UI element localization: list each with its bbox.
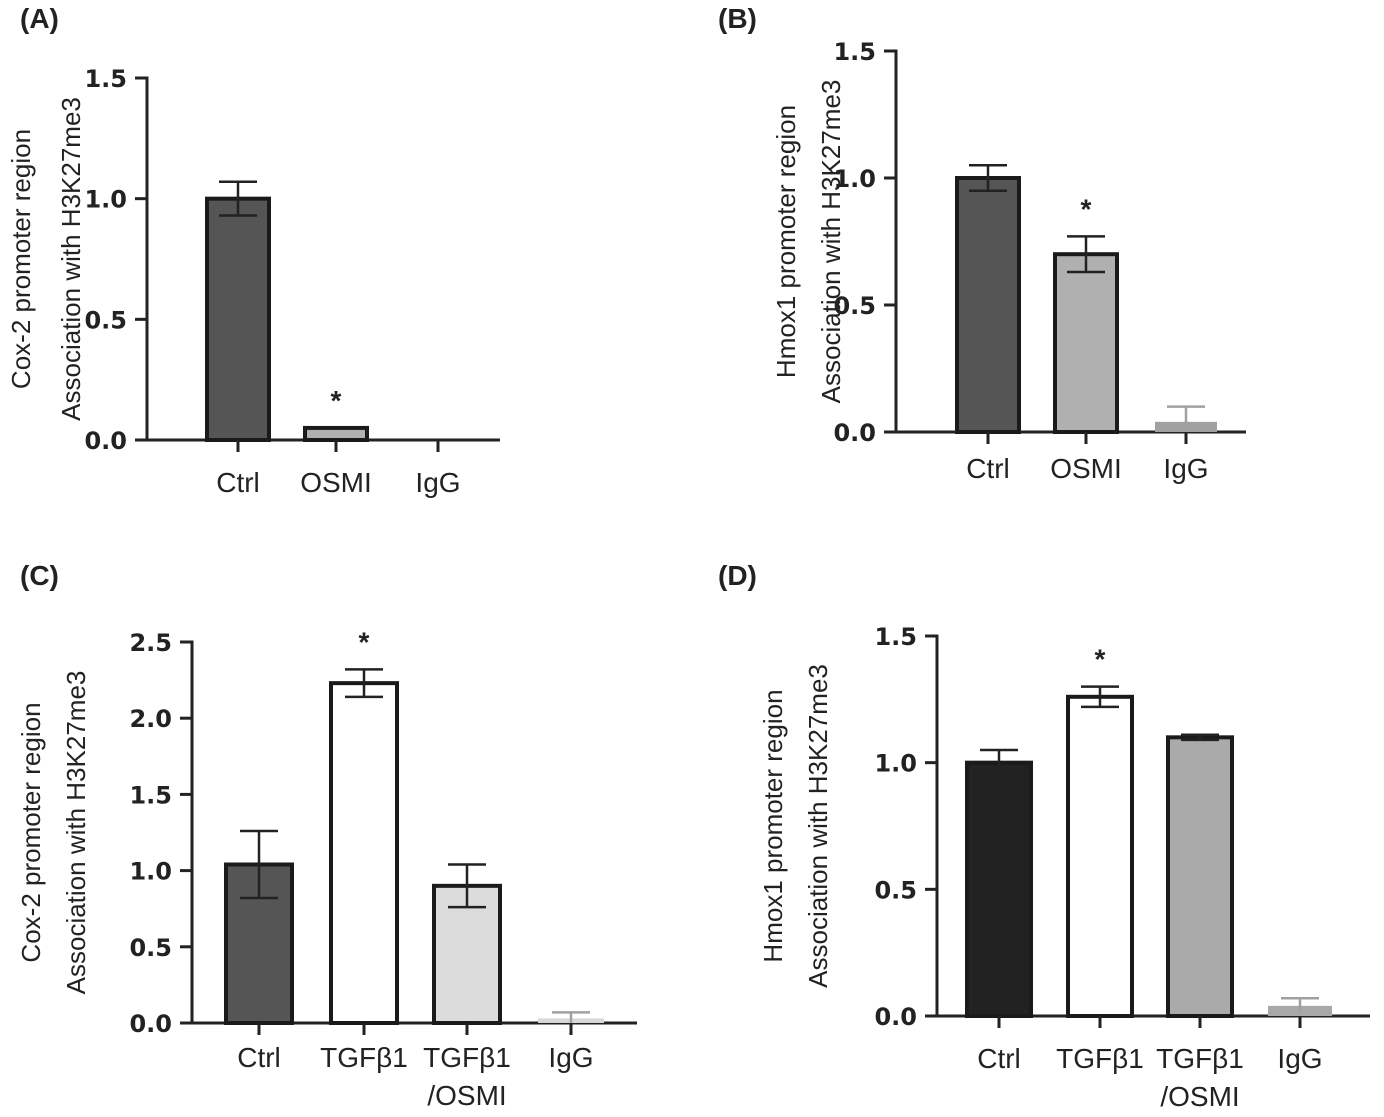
panel-label: (B) bbox=[718, 3, 757, 34]
y-tick-label: 0.5 bbox=[833, 292, 876, 320]
x-tick-label: Ctrl bbox=[237, 1042, 281, 1073]
y-axis-label: Association with H3K27me3 bbox=[61, 671, 91, 995]
chart-panel-c: (C) Cox-2 promoter region Association with… bbox=[16, 560, 637, 1111]
y-tick-label: 1.5 bbox=[129, 781, 172, 809]
panel-label: (D) bbox=[718, 560, 757, 591]
bar bbox=[224, 862, 294, 1026]
x-tick-label: IgG bbox=[1163, 453, 1208, 484]
chart-panel-a: (A) Cox-2 promoter region Association with… bbox=[6, 3, 500, 498]
y-tick-label: 1.5 bbox=[84, 65, 127, 93]
significance-marker: * bbox=[1095, 644, 1106, 675]
y-axis-label: Hmox1 promoter region bbox=[771, 105, 801, 378]
bar bbox=[1066, 694, 1134, 1018]
y-tick-label: 1.0 bbox=[129, 858, 172, 886]
y-tick-label: 1.0 bbox=[84, 186, 127, 214]
y-axis-label: Hmox1 promoter region bbox=[758, 689, 788, 962]
y-tick-label: 2.5 bbox=[129, 629, 172, 657]
bar bbox=[965, 760, 1033, 1019]
y-tick-label: 2.0 bbox=[129, 705, 172, 733]
y-tick-label: 1.0 bbox=[874, 750, 917, 778]
y-tick-label: 1.0 bbox=[833, 165, 876, 193]
y-tick-label: 1.5 bbox=[833, 38, 876, 66]
x-tick-label: Ctrl bbox=[216, 467, 260, 498]
x-tick-label: Ctrl bbox=[977, 1043, 1021, 1074]
y-tick-label: 0.5 bbox=[874, 876, 917, 904]
x-tick-label: TGFβ1 bbox=[320, 1042, 408, 1073]
chart-panel-d: (D) Hmox1 promoter region Association with… bbox=[718, 560, 1370, 1112]
y-tick-label: 0.5 bbox=[129, 934, 172, 962]
x-tick-label: TGFβ1 bbox=[423, 1042, 511, 1073]
x-tick-label: IgG bbox=[548, 1042, 593, 1073]
panel-label: (A) bbox=[20, 3, 59, 34]
x-tick-label: TGFβ1 bbox=[1156, 1043, 1244, 1074]
y-axis-label: Association with H3K27me3 bbox=[816, 80, 846, 404]
x-tick-label: IgG bbox=[415, 467, 460, 498]
x-tick-label: /OSMI bbox=[427, 1080, 506, 1111]
y-axis-label: Association with H3K27me3 bbox=[56, 97, 86, 421]
significance-marker: * bbox=[331, 385, 342, 416]
bar bbox=[205, 196, 271, 442]
x-tick-label: IgG bbox=[1277, 1043, 1322, 1074]
significance-marker: * bbox=[359, 626, 370, 657]
significance-marker: * bbox=[1081, 193, 1092, 224]
chart-panel-b: (B) Hmox1 promoter region Association with… bbox=[718, 3, 1246, 484]
y-tick-label: 0.0 bbox=[84, 427, 127, 455]
y-axis-label: Association with H3K27me3 bbox=[803, 664, 833, 988]
x-tick-label: TGFβ1 bbox=[1056, 1043, 1144, 1074]
x-tick-label: /OSMI bbox=[1160, 1081, 1239, 1112]
y-tick-label: 1.5 bbox=[874, 623, 917, 651]
bar bbox=[303, 425, 369, 442]
y-axis-label: Cox-2 promoter region bbox=[6, 129, 36, 389]
y-tick-label: 0.0 bbox=[874, 1003, 917, 1031]
x-tick-label: OSMI bbox=[1050, 453, 1122, 484]
panel-label: (C) bbox=[20, 560, 59, 591]
y-axis-label: Cox-2 promoter region bbox=[16, 702, 46, 962]
bar bbox=[329, 681, 399, 1025]
x-tick-label: OSMI bbox=[300, 467, 372, 498]
bar bbox=[1053, 252, 1119, 434]
bar bbox=[955, 176, 1021, 434]
y-tick-label: 0.0 bbox=[833, 419, 876, 447]
y-tick-label: 0.5 bbox=[84, 306, 127, 334]
x-tick-label: Ctrl bbox=[966, 453, 1010, 484]
y-tick-label: 0.0 bbox=[129, 1010, 172, 1038]
bar bbox=[1166, 735, 1234, 1018]
